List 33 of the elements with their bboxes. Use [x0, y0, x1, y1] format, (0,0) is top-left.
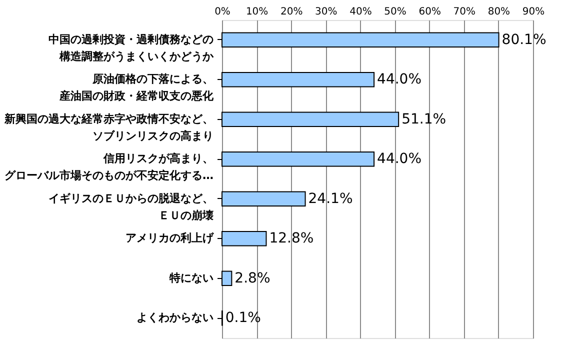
bar [222, 32, 500, 48]
y-tick-label: 原油価格の下落による、産油国の財政・経常収支の悪化 [58, 72, 214, 103]
data-label: 44.0% [377, 72, 422, 88]
x-tick-label: 60% [418, 6, 441, 18]
y-tick-label: 新興国の過大な経常赤字や政情不安など、ソブリンリスクの高まり [4, 112, 214, 142]
data-label: 24.1% [308, 190, 353, 207]
x-tick-label: 70% [453, 6, 476, 18]
x-tick-label: 40% [350, 6, 372, 18]
y-tick-label: 信用リスクが高まり、グローバル市場そのものが不安定化する… [4, 152, 214, 182]
data-label: 44.0% [377, 151, 422, 168]
x-tick-label: 90% [522, 6, 545, 18]
bar [222, 112, 400, 128]
x-tick-label: 20% [280, 6, 303, 18]
x-tick-label: 50% [384, 6, 406, 18]
bar [222, 191, 306, 207]
x-tick-label: 0% [214, 6, 230, 18]
x-tick-label: 10% [246, 6, 268, 18]
bar [222, 270, 232, 286]
data-label: 0.1% [225, 310, 261, 326]
y-tick-label: アメリカの利上げ [126, 232, 214, 245]
bar [222, 230, 267, 246]
bar [222, 151, 375, 167]
data-label: 80.1% [502, 32, 546, 48]
y-tick-label: よくわからない [136, 311, 214, 324]
y-tick-label: 特にない [168, 271, 214, 284]
data-label: 2.8% [234, 270, 270, 286]
y-tick-label: イギリスのＥＵからの脱退など、ＥＵの崩壊 [48, 192, 214, 222]
x-tick-label: 80% [488, 6, 510, 18]
bar [222, 72, 375, 88]
data-label: 51.1% [402, 111, 446, 128]
data-label: 12.8% [269, 230, 314, 247]
y-tick-label: 中国の過剰投資・過剰債務などの構造調整がうまくいくかどうか [48, 32, 214, 63]
x-tick-label: 30% [315, 6, 338, 18]
